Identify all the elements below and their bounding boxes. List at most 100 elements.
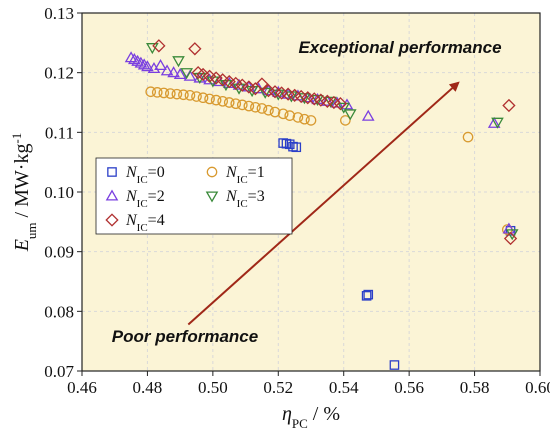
data-point xyxy=(158,87,170,99)
data-point xyxy=(363,289,374,300)
legend-entry: NIC=0 xyxy=(107,164,165,186)
data-point xyxy=(141,60,154,72)
data-point xyxy=(223,97,235,108)
data-point xyxy=(180,68,194,80)
x-tick-label: 0.60 xyxy=(525,378,550,397)
series-0 xyxy=(278,138,516,370)
y-axis-title-symbol: E xyxy=(11,239,33,252)
data-point xyxy=(137,58,151,70)
legend-label: NIC=0 xyxy=(125,164,165,186)
x-axis-title: ηPC / % xyxy=(282,403,340,431)
annotation-layer: Exceptional performance Poor performance xyxy=(112,38,502,346)
data-point xyxy=(236,99,248,111)
data-point xyxy=(250,101,261,113)
legend-label: NIC=4 xyxy=(125,212,165,234)
legend-entry: NIC=3 xyxy=(205,188,265,210)
data-point xyxy=(343,109,357,121)
x-axis-title-symbol: η xyxy=(282,403,292,425)
legend-marker xyxy=(105,213,119,227)
y-axis-title-superscript: -1 xyxy=(9,133,24,144)
y-tick-label: 0.09 xyxy=(44,243,74,262)
y-tick-label: 0.08 xyxy=(44,302,74,321)
y-axis-title-unit: / MW·kg xyxy=(11,144,33,223)
data-point xyxy=(502,98,516,113)
data-point xyxy=(191,91,202,102)
legend-label: NIC=3 xyxy=(225,188,265,210)
data-point xyxy=(191,66,205,80)
data-point xyxy=(305,115,317,126)
data-point xyxy=(154,58,167,71)
data-point xyxy=(291,142,302,153)
data-point xyxy=(299,113,310,125)
legend-marker xyxy=(205,191,219,203)
legend-marker xyxy=(206,166,218,178)
x-tick-label: 0.56 xyxy=(394,378,424,397)
data-point xyxy=(333,97,348,111)
data-point xyxy=(487,116,501,128)
data-point xyxy=(160,64,174,76)
data-point xyxy=(151,87,163,98)
data-point xyxy=(167,66,180,78)
x-tick-label: 0.58 xyxy=(460,378,490,397)
legend-label: NIC=1 xyxy=(225,164,265,186)
legend-entry: NIC=4 xyxy=(105,212,165,234)
y-tick-label: 0.12 xyxy=(44,64,74,83)
data-point xyxy=(230,98,242,110)
data-point xyxy=(172,56,185,68)
data-point xyxy=(462,131,474,143)
trend-arrow xyxy=(187,81,460,326)
legend-marker xyxy=(105,189,119,201)
data-point xyxy=(124,51,138,63)
legend: NIC=0 NIC=1 NIC=2 NIC=3 NIC=4 xyxy=(95,157,293,235)
data-point xyxy=(503,231,518,246)
x-tick-label: 0.46 xyxy=(67,378,97,397)
data-point xyxy=(277,108,289,120)
legend-box xyxy=(95,157,293,235)
data-point xyxy=(255,77,269,91)
data-point xyxy=(197,92,209,104)
legend-entry: NIC=2 xyxy=(105,188,165,210)
y-tick-label: 0.10 xyxy=(44,183,74,202)
data-point xyxy=(389,360,400,370)
data-point xyxy=(491,117,504,129)
data-point xyxy=(145,86,157,98)
y-axis-title-subscript: um xyxy=(24,222,39,239)
data-point xyxy=(152,39,166,53)
data-point xyxy=(263,104,274,116)
data-point xyxy=(361,291,372,301)
y-tick-label: 0.11 xyxy=(45,123,74,142)
x-tick-label: 0.52 xyxy=(263,378,293,397)
annotation-poor: Poor performance xyxy=(112,327,258,346)
y-axis-title: Eum / MW·kg-1 xyxy=(9,133,39,253)
data-point xyxy=(284,110,296,121)
data-point xyxy=(188,42,202,56)
data-point xyxy=(171,88,183,100)
data-point xyxy=(243,100,255,112)
data-point xyxy=(131,54,144,66)
data-point xyxy=(256,103,268,114)
data-point xyxy=(164,88,176,99)
data-point xyxy=(173,67,187,80)
x-tick-label: 0.48 xyxy=(133,378,163,397)
data-point xyxy=(217,95,229,107)
data-point xyxy=(210,94,222,106)
x-tick-label: 0.50 xyxy=(198,378,228,397)
x-axis-title-unit: / % xyxy=(308,403,340,425)
data-point xyxy=(204,93,215,105)
data-point xyxy=(340,98,354,110)
legend-label: NIC=2 xyxy=(125,188,165,210)
legend-marker xyxy=(107,167,117,177)
data-point xyxy=(134,56,148,68)
y-tick-label: 0.07 xyxy=(44,362,74,381)
data-point xyxy=(361,109,375,121)
series-1 xyxy=(145,86,513,235)
data-point xyxy=(178,89,189,101)
legend-entry: NIC=1 xyxy=(206,164,265,186)
annotation-exceptional: Exceptional performance xyxy=(298,38,501,57)
data-point xyxy=(128,53,141,65)
y-tick-label: 0.13 xyxy=(44,4,74,23)
series-layer xyxy=(124,39,519,370)
data-point xyxy=(184,90,196,101)
data-point xyxy=(269,106,281,118)
